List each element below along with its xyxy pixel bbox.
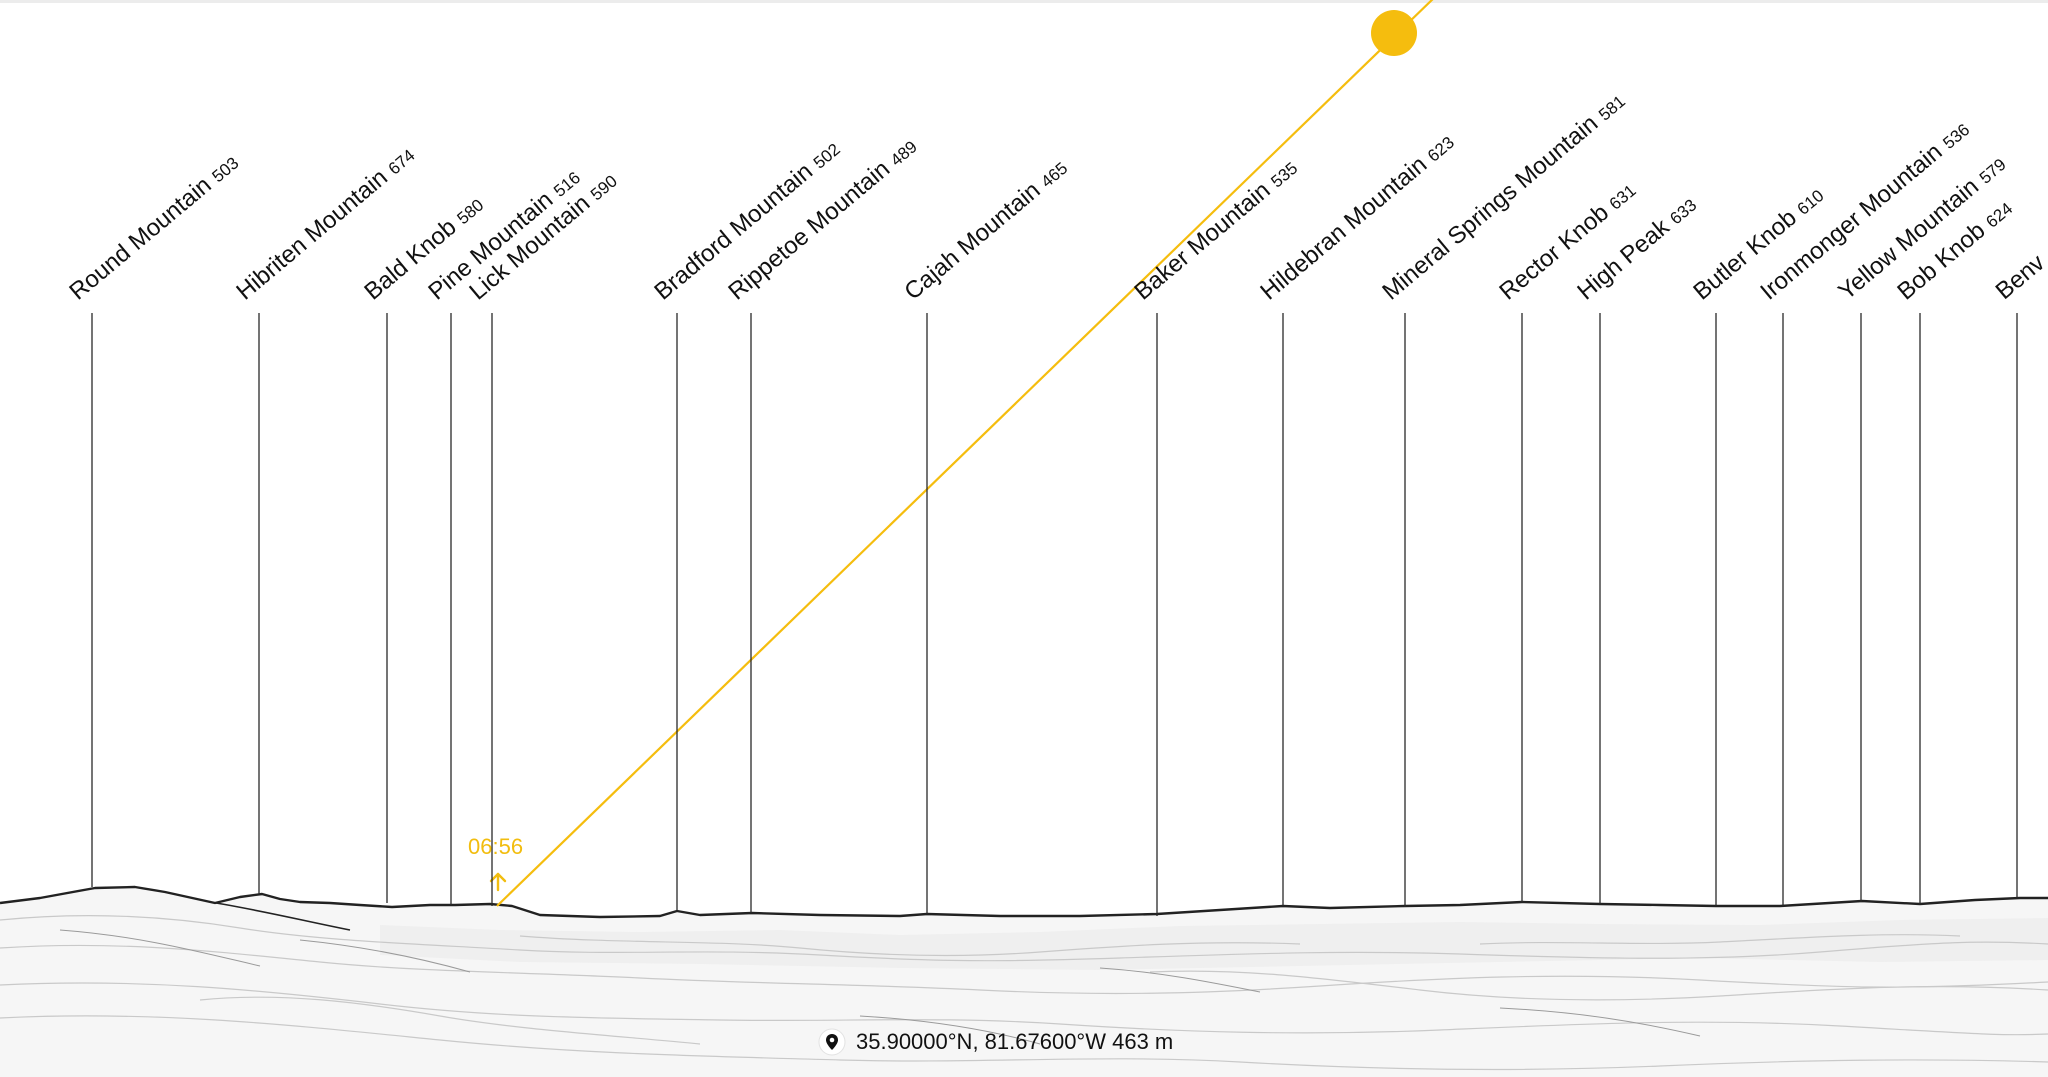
ridge-lines <box>0 914 2048 1071</box>
sun-icon[interactable] <box>1371 10 1417 56</box>
ridge-shadows <box>59 929 1701 1045</box>
location-text: 35.90000°N, 81.67600°W 463 m <box>856 1029 1174 1054</box>
peak-leader-lines <box>91 313 2018 916</box>
foreground-ridge-edge <box>209 901 351 931</box>
horizon-line <box>0 885 2048 919</box>
top-divider <box>0 0 2048 3</box>
ridge-band <box>380 918 2048 970</box>
sun-path-line <box>496 0 1434 907</box>
sunrise-time: 06:56 <box>468 834 524 859</box>
sunrise-arrow-icon <box>489 872 507 892</box>
location-pin-icon <box>818 1028 846 1056</box>
location-readout[interactable]: 35.90000°N, 81.67600°W 463 m <box>818 1025 1173 1059</box>
